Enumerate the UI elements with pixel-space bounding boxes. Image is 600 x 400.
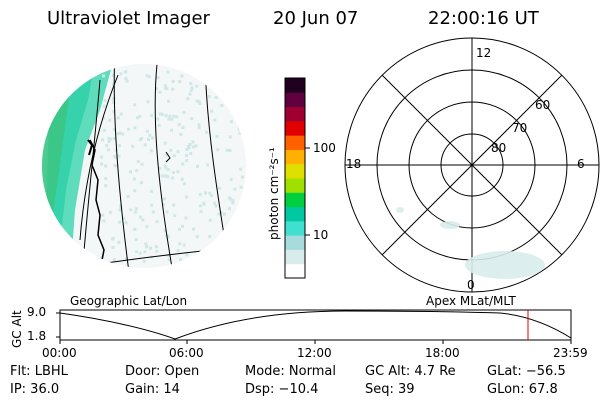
color-bar-segment xyxy=(285,106,305,122)
color-bar xyxy=(285,78,305,279)
altitude-chart xyxy=(56,309,572,344)
color-bar-segment xyxy=(285,149,305,165)
gain-info: Gain: 14 xyxy=(125,382,180,397)
ip-info: IP: 36.0 xyxy=(10,382,60,397)
color-bar-segment xyxy=(285,120,305,136)
color-bar-segment xyxy=(285,92,305,108)
color-bar-segment xyxy=(285,178,305,193)
time-tick-0600: 06:00 xyxy=(169,346,204,360)
seq-info: Seq: 39 xyxy=(365,382,415,397)
glat-info: GLat: −56.5 xyxy=(487,364,566,379)
lat-label-60: 60 xyxy=(535,98,551,112)
mlt-label-0: 0 xyxy=(467,278,475,292)
door-info: Door: Open xyxy=(125,364,200,379)
date-label: 20 Jun 07 xyxy=(273,8,359,29)
lat-label-70: 70 xyxy=(512,121,528,135)
polar-plot xyxy=(344,37,600,293)
geographic-image xyxy=(42,64,246,268)
gc-alt-tick-high: 9.0 xyxy=(27,305,47,319)
gc-alt-info: GC Alt: 4.7 Re xyxy=(365,364,456,379)
color-bar-segment xyxy=(285,206,305,222)
color-bar-segment xyxy=(285,78,305,93)
color-bar-segment xyxy=(285,235,305,250)
color-bar-frame xyxy=(284,77,306,279)
color-bar-segment xyxy=(285,263,305,279)
time-tick-1800: 18:00 xyxy=(425,346,460,360)
color-bar-segment xyxy=(285,249,305,265)
time-tick-1200: 12:00 xyxy=(297,346,332,360)
gc-alt-tick-low: 1.8 xyxy=(27,329,47,343)
colorbar-tick-10: 10 xyxy=(313,228,329,242)
color-bar-segment xyxy=(285,220,305,236)
gc-alt-axis-label: GC Alt xyxy=(10,310,24,348)
mlt-label-18: 18 xyxy=(346,157,362,171)
geographic-label: Geographic Lat/Lon xyxy=(70,294,188,308)
mlt-label-6: 6 xyxy=(577,157,585,171)
mlt-label-12: 12 xyxy=(476,46,492,60)
polar-emission xyxy=(396,207,545,279)
time-tick-0000: 00:00 xyxy=(42,346,77,360)
time-tick-2359: 23:59 xyxy=(553,346,588,360)
colorbar-unit-label: photon cm⁻²s⁻¹ xyxy=(267,147,281,240)
glon-info: GLon: 67.8 xyxy=(487,382,558,397)
color-bar-segment xyxy=(285,192,305,208)
time-label: 22:00:16 UT xyxy=(428,8,539,29)
color-bar-segment xyxy=(285,135,305,150)
colorbar-tick-100: 100 xyxy=(313,141,336,155)
filter-info: Flt: LBHL xyxy=(10,364,68,379)
instrument-title: Ultraviolet Imager xyxy=(47,8,210,29)
apex-label: Apex MLat/MLT xyxy=(426,294,516,308)
color-bar-segment xyxy=(285,163,305,179)
lat-label-80: 80 xyxy=(491,141,507,155)
mode-info: Mode: Normal xyxy=(245,364,336,379)
dsp-info: Dsp: −10.4 xyxy=(245,382,319,397)
